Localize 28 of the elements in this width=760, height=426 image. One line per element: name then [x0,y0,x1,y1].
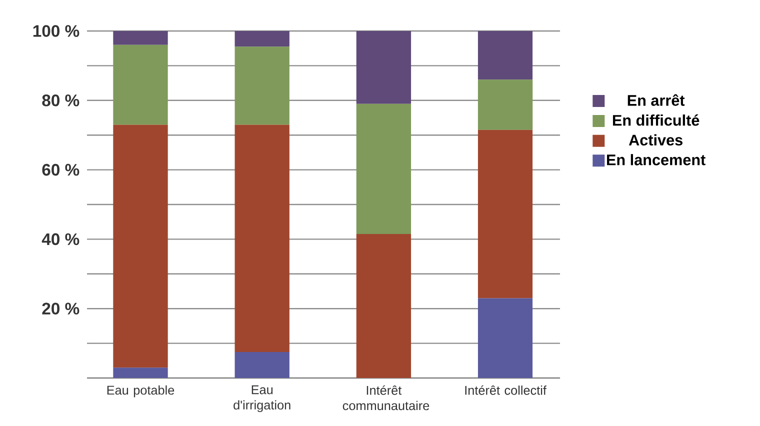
x-tick-label: Eau d'irrigation [234,385,290,412]
bar [234,31,290,47]
bar [356,234,412,378]
legend-label: En arrêt [628,94,685,106]
bar [234,46,290,125]
bar [356,31,412,104]
bar [113,31,168,45]
x-tick-label: Intérêt communautaire [342,385,430,410]
bar [478,80,533,130]
bar [234,124,290,352]
bar [113,368,168,378]
y-tick-label: 80 % [42,94,80,106]
bar [113,124,168,368]
y-tick-label: 60 % [42,164,80,176]
bar [478,31,533,80]
legend-label: En difficulté [612,114,700,126]
y-tick-label: 40 % [42,233,80,246]
bar [113,44,168,125]
x-tick-label: Eau potable [107,385,174,398]
bar [478,298,533,378]
y-tick-label: 20 % [42,302,80,315]
x-tick-label: Intérêt collectif [465,385,546,395]
bar [478,130,533,298]
y-tick-label: 100 % [33,25,80,37]
bar [234,352,290,378]
legend-label: En lancement [607,154,706,166]
legend-label: Actives [628,134,682,146]
bar [356,104,412,234]
